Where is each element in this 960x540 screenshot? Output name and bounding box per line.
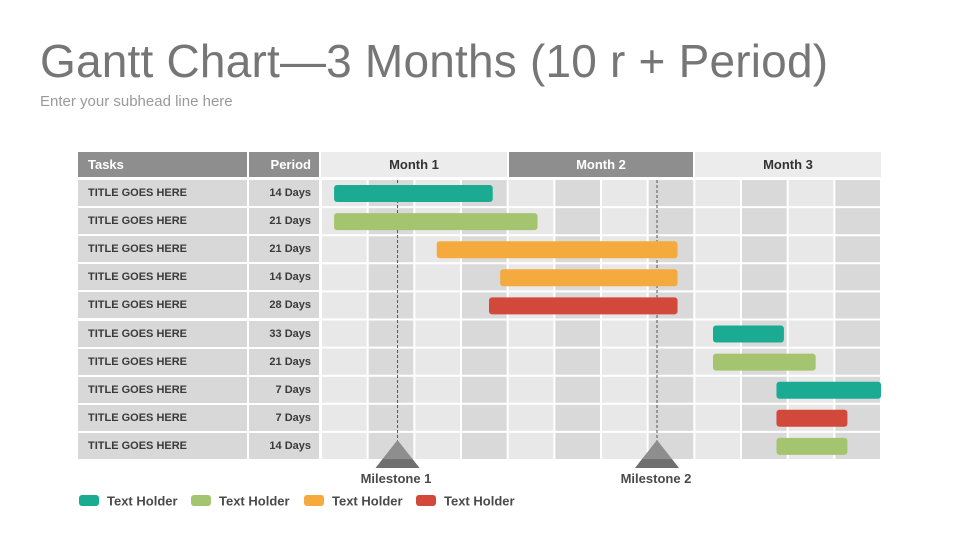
header-tasks: Tasks <box>78 152 247 177</box>
task-bar <box>776 381 881 399</box>
milestone-2-marker <box>642 440 672 459</box>
task-title: TITLE GOES HERE <box>78 349 247 375</box>
task-period: 33 Days <box>249 321 319 347</box>
task-title: TITLE GOES HERE <box>78 433 247 459</box>
legend-item: Text Holder <box>416 492 515 508</box>
task-bar <box>436 241 678 259</box>
legend-item: Text Holder <box>79 492 178 508</box>
header-month-2: Month 2 <box>509 152 693 177</box>
legend-swatch <box>304 495 324 507</box>
milestone-2-label: Milestone 2 <box>620 471 692 486</box>
task-period: 14 Days <box>249 180 319 206</box>
task-period: 21 Days <box>249 208 319 234</box>
header-month-1: Month 1 <box>321 152 507 177</box>
task-period: 21 Days <box>249 236 319 262</box>
legend-swatch <box>79 495 99 507</box>
task-title: TITLE GOES HERE <box>78 377 247 403</box>
task-bar <box>776 409 848 427</box>
legend-item: Text Holder <box>191 492 290 508</box>
task-bar <box>500 269 678 287</box>
slide-subtitle: Enter your subhead line here <box>40 93 233 110</box>
legend-swatch <box>416 495 436 507</box>
task-title: TITLE GOES HERE <box>78 292 247 318</box>
task-bar <box>713 353 816 371</box>
task-title: TITLE GOES HERE <box>78 236 247 262</box>
task-period: 7 Days <box>249 377 319 403</box>
legend-item: Text Holder <box>304 492 403 508</box>
task-bar <box>334 185 493 202</box>
milestone-1-base <box>375 459 420 468</box>
task-period: 14 Days <box>249 433 319 459</box>
task-bar <box>334 213 538 231</box>
task-period: 14 Days <box>249 264 319 290</box>
legend-swatch <box>191 495 211 507</box>
task-period: 28 Days <box>249 292 319 318</box>
milestone-1-marker <box>382 440 413 459</box>
task-title: TITLE GOES HERE <box>78 180 247 206</box>
task-title: TITLE GOES HERE <box>78 208 247 234</box>
header-period: Period <box>249 152 319 177</box>
task-bar <box>713 325 784 343</box>
task-title: TITLE GOES HERE <box>78 264 247 290</box>
task-title: TITLE GOES HERE <box>78 405 247 431</box>
milestone-1-label: Milestone 1 <box>360 471 432 486</box>
header-month-3: Month 3 <box>695 152 881 177</box>
task-bar <box>776 437 848 455</box>
task-period: 7 Days <box>249 405 319 431</box>
task-period: 21 Days <box>249 349 319 375</box>
slide-title: Gantt Chart—3 Months (10 r + Period) <box>40 35 829 87</box>
task-bar <box>489 297 678 315</box>
milestone-2-base <box>635 459 679 468</box>
task-title: TITLE GOES HERE <box>78 321 247 347</box>
